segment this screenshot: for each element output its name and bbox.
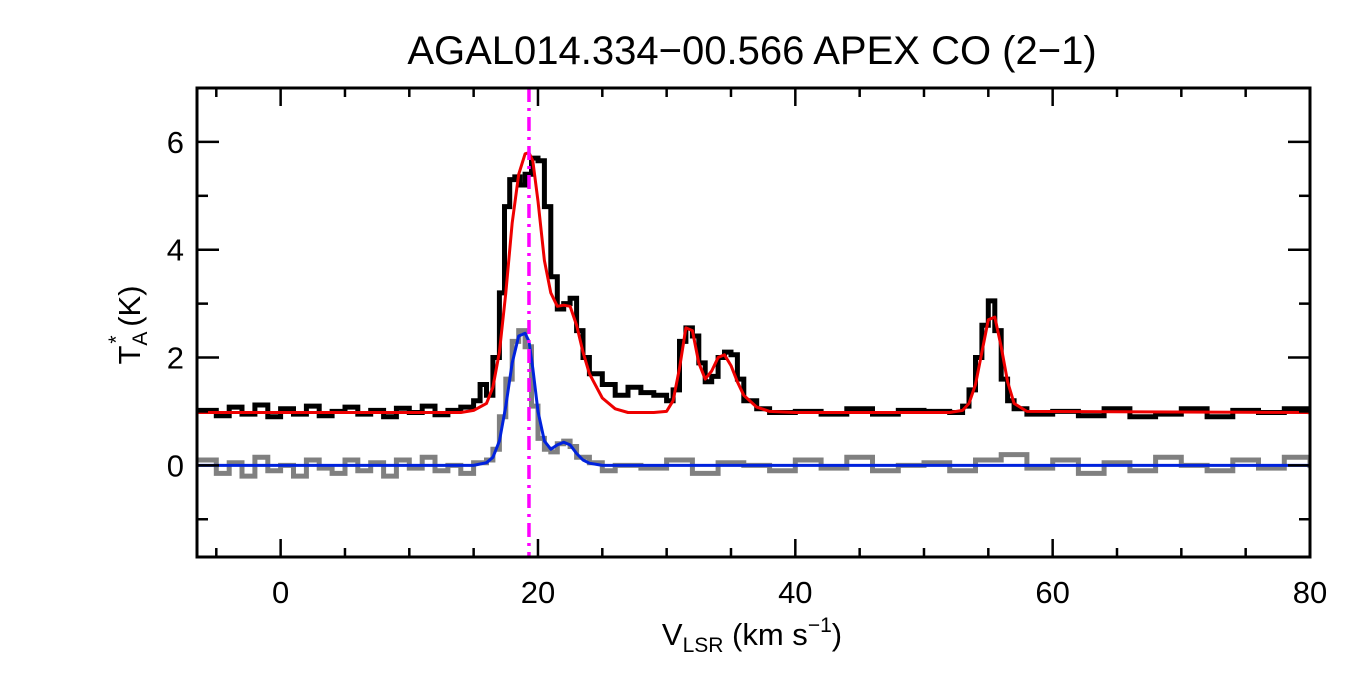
y-axis-label-sup: * xyxy=(105,335,128,343)
series-1-line xyxy=(197,151,1310,414)
y-axis-label-main: T xyxy=(112,346,147,365)
series-3-line xyxy=(197,331,1310,467)
series-layer xyxy=(197,151,1310,479)
label-layer: 0 20 40 60 80 0 2 4 6 xyxy=(167,125,1327,610)
x-axis-label-main: V xyxy=(662,617,683,652)
y-tick-label: 6 xyxy=(167,125,184,160)
x-tick-label: 60 xyxy=(1035,575,1069,610)
y-tick-label: 2 xyxy=(167,341,184,376)
y-axis-label-unit: (K) xyxy=(112,285,147,335)
x-axis-label-sub: LSR xyxy=(683,634,724,657)
x-tick-label: 40 xyxy=(778,575,812,610)
tick-layer xyxy=(197,86,1312,557)
x-axis-label: VLSR (km s−1) xyxy=(662,614,842,657)
y-axis-label-sub: A xyxy=(129,332,152,346)
x-tick-label: 20 xyxy=(521,575,555,610)
y-axis-label: TA* (K) xyxy=(105,285,152,364)
x-axis-label-unit-pre: (km s xyxy=(723,617,807,652)
y-tick-label: 0 xyxy=(167,448,184,483)
x-tick-label: 80 xyxy=(1293,575,1327,610)
y-tick-label: 4 xyxy=(167,233,184,268)
plot-frame xyxy=(195,86,1312,559)
x-tick-label: 0 xyxy=(272,575,289,610)
series-0-line xyxy=(197,155,1310,420)
chart-title: AGAL014.334−00.566 APEX CO (2−1) xyxy=(407,29,1096,73)
x-axis-label-unit-post: ) xyxy=(832,617,842,652)
x-axis-label-sup: −1 xyxy=(808,614,832,637)
